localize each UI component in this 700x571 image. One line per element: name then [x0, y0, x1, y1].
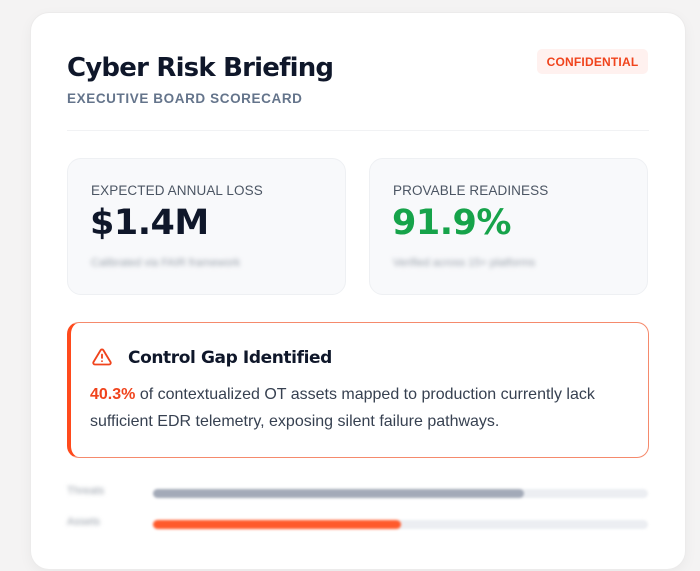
metric-label: EXPECTED ANNUAL LOSS: [91, 183, 263, 198]
page-subtitle: EXECUTIVE BOARD SCORECARD: [67, 91, 303, 106]
bar-label: Assets: [67, 516, 101, 528]
page-title: Cyber Risk Briefing: [67, 53, 334, 83]
briefing-card: Cyber Risk Briefing EXECUTIVE BOARD SCOR…: [31, 13, 685, 569]
alert-title: Control Gap Identified: [128, 348, 332, 368]
confidential-badge: CONFIDENTIAL: [537, 49, 648, 74]
metric-value: $1.4M: [90, 203, 209, 243]
metric-value: 91.9%: [392, 203, 511, 243]
metric-card-expected-annual-loss: EXPECTED ANNUAL LOSS $1.4M Calibrated vi…: [67, 158, 346, 295]
bar-fill-threats: [153, 489, 525, 498]
bar-track: [153, 520, 648, 529]
header-divider: [67, 130, 649, 131]
metric-card-provable-readiness: PROVABLE READINESS 91.9% Verified across…: [369, 158, 648, 295]
metric-label: PROVABLE READINESS: [393, 183, 549, 198]
control-gap-alert: Control Gap Identified 40.3% of contextu…: [67, 322, 649, 458]
bar-label: Threats: [67, 485, 105, 497]
bar-row-assets: Assets: [67, 514, 649, 545]
metric-note: Verified across 15+ platforms: [393, 257, 536, 269]
bar-fill-assets: [153, 520, 401, 529]
metric-note: Calibrated via FAIR framework: [91, 257, 241, 269]
warning-triangle-icon: [92, 347, 112, 367]
alert-highlight-percent: 40.3%: [90, 386, 136, 403]
progress-bars: Threats Assets: [67, 483, 649, 545]
bar-row-threats: Threats: [67, 483, 649, 514]
alert-body-text: of contextualized OT assets mapped to pr…: [90, 386, 595, 430]
alert-body: 40.3% of contextualized OT assets mapped…: [90, 381, 630, 435]
bar-track: [153, 489, 648, 498]
